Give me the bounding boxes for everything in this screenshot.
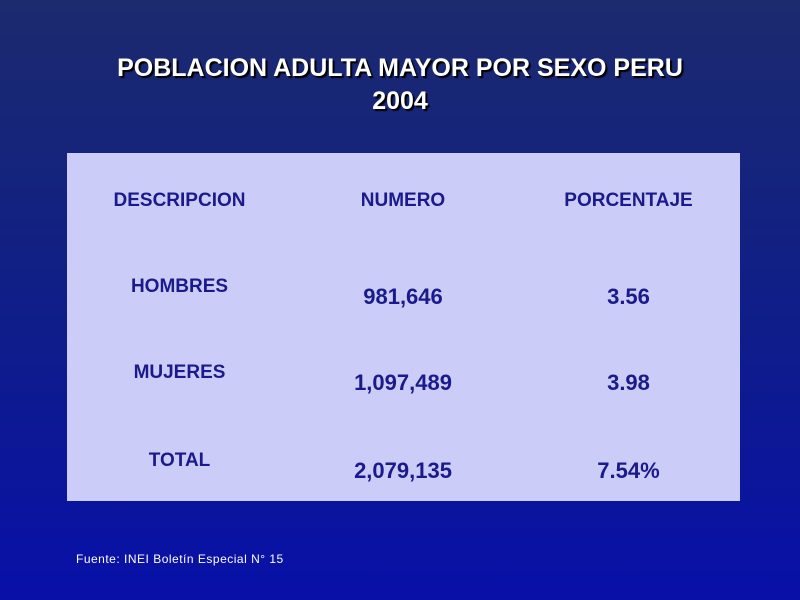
row-total-numero: 2,079,135 [354, 458, 452, 483]
row-mujeres-porcentaje: 3.98 [607, 370, 650, 395]
data-table: DESCRIPCION NUMERO PORCENTAJE HOMBRES 98… [67, 153, 740, 501]
header-porcentaje: PORCENTAJE [564, 190, 693, 211]
header-descripcion: DESCRIPCION [113, 190, 246, 211]
row-hombres-numero: 981,646 [363, 284, 443, 309]
row-total-label: TOTAL [148, 450, 211, 471]
row-mujeres-label: MUJERES [133, 362, 226, 383]
row-hombres-label: HOMBRES [130, 276, 229, 297]
row-hombres-porcentaje: 3.56 [607, 284, 650, 309]
slide-title-line-1: POBLACION ADULTA MAYOR POR SEXO PERU [117, 54, 683, 82]
row-total-porcentaje: 7.54% [597, 458, 660, 483]
slide-title: POBLACION ADULTA MAYOR POR SEXO PERU 200… [60, 52, 740, 118]
header-numero: NUMERO [360, 190, 446, 211]
source-note: Fuente: INEI Boletín Especial N° 15 [76, 552, 284, 566]
row-mujeres-numero: 1,097,489 [354, 370, 452, 395]
slide-title-line-2: 2004 [372, 87, 428, 115]
